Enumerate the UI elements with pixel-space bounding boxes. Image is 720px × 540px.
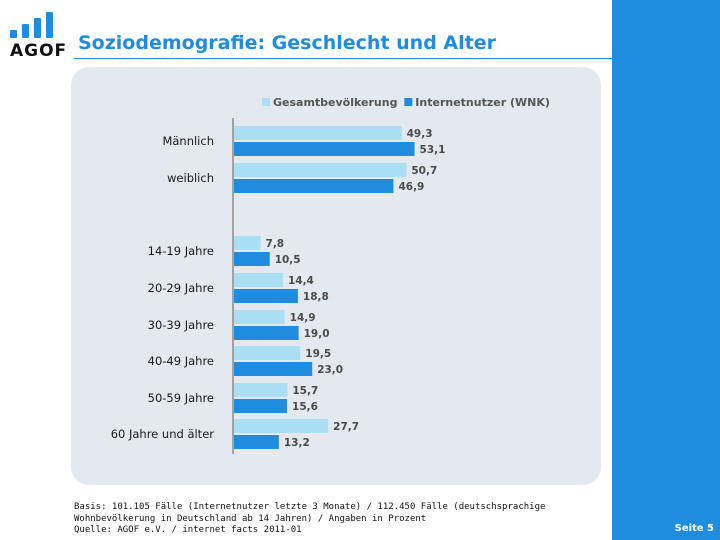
data-label: 27,7 <box>333 421 359 433</box>
bar <box>234 126 402 140</box>
data-label: 14,9 <box>290 312 316 324</box>
bar <box>234 236 261 250</box>
data-label: 53,1 <box>420 144 446 156</box>
agof-logo: AGOF <box>10 10 66 62</box>
bar <box>234 346 301 360</box>
bar <box>234 289 298 303</box>
title-divider <box>74 58 612 59</box>
category-label: 50-59 Jahre <box>148 391 214 405</box>
category-label: weiblich <box>167 171 214 185</box>
data-label: 49,3 <box>407 128 433 140</box>
footer-line: Wohnbevölkerung in Deutschland ab 14 Jah… <box>74 513 427 524</box>
bar <box>234 163 407 177</box>
bar <box>234 326 299 340</box>
data-label: 13,2 <box>284 437 310 449</box>
logo-bar <box>22 24 29 38</box>
data-label: 19,0 <box>304 328 330 340</box>
bar <box>234 179 394 193</box>
bar <box>234 362 313 376</box>
data-label: 23,0 <box>317 364 343 376</box>
data-label: 10,5 <box>275 254 301 266</box>
data-label: 7,8 <box>266 238 285 250</box>
source-note: Basis: 101.105 Fälle (Internetnutzer let… <box>74 502 594 537</box>
data-label: 50,7 <box>411 165 437 177</box>
logo-bar <box>10 30 17 38</box>
bar <box>234 419 329 433</box>
data-label: 19,5 <box>305 348 331 360</box>
logo-text: AGOF <box>10 41 68 61</box>
category-label: 60 Jahre und älter <box>111 427 215 441</box>
data-label: 14,4 <box>288 275 314 287</box>
logo-bar <box>34 18 41 38</box>
bar <box>234 273 283 287</box>
category-label: 20-29 Jahre <box>148 281 214 295</box>
category-label: 30-39 Jahre <box>148 318 214 332</box>
legend-label: Gesamtbevölkerung <box>273 96 397 109</box>
data-label: 15,7 <box>292 385 318 397</box>
legend-label: Internetnutzer (WNK) <box>415 96 550 109</box>
side-band: Seite 5 <box>612 0 720 540</box>
data-label: 46,9 <box>398 181 424 193</box>
category-label: 14-19 Jahre <box>148 244 214 258</box>
bar <box>234 383 288 397</box>
footer-line: Basis: 101.105 Fälle (Internetnutzer let… <box>74 502 546 512</box>
data-label: 15,6 <box>292 401 318 413</box>
bar <box>234 399 288 413</box>
category-label: Männlich <box>162 134 214 148</box>
bar <box>234 435 279 449</box>
bar <box>234 252 270 266</box>
bar <box>234 142 415 156</box>
footer-line: Quelle: AGOF e.V. / internet facts 2011-… <box>74 525 302 535</box>
legend-swatch <box>262 98 270 106</box>
bar <box>234 310 285 324</box>
page-title: Soziodemografie: Geschlecht und Alter <box>78 32 496 54</box>
category-label: 40-49 Jahre <box>148 354 214 368</box>
page-number: Seite 5 <box>674 523 714 534</box>
logo-bar <box>46 12 53 38</box>
data-label: 18,8 <box>303 291 329 303</box>
legend-swatch <box>404 98 413 106</box>
